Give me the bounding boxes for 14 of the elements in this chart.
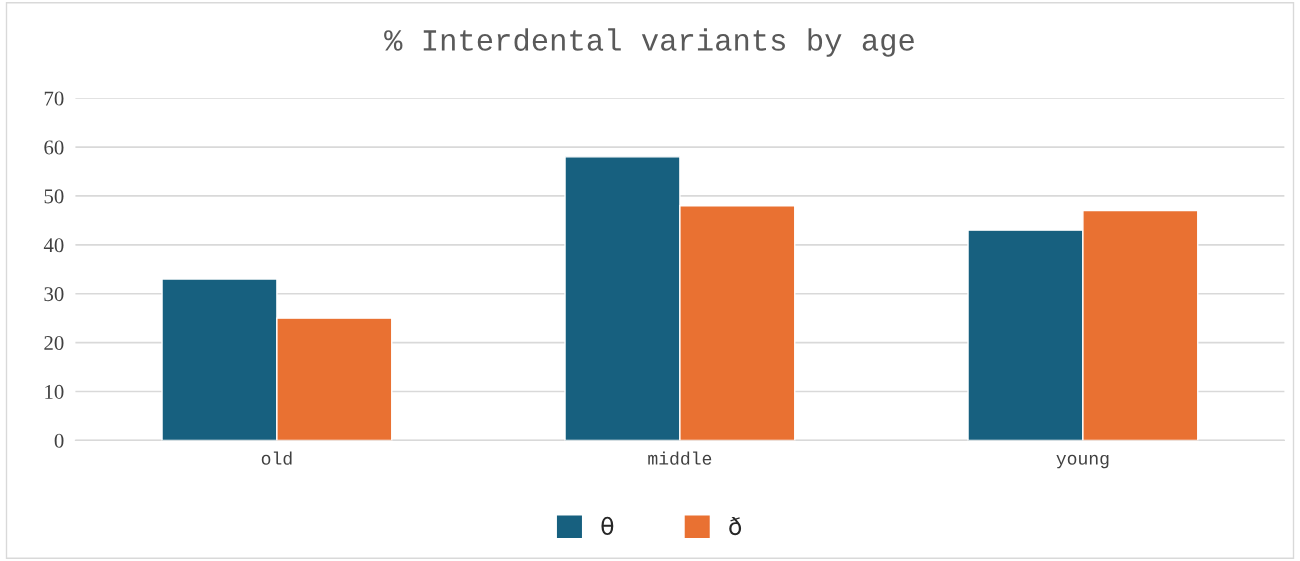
- x-tick-label: young: [1056, 454, 1109, 469]
- x-tick-label: old: [261, 451, 292, 465]
- y-tick-label: 70: [44, 91, 64, 106]
- y-tick-label: 20: [44, 335, 64, 351]
- legend-label: ð: [729, 516, 742, 536]
- y-tick-label: 60: [44, 140, 64, 155]
- y-tick-label: 10: [45, 384, 64, 399]
- y-tick-label: 50: [44, 189, 64, 204]
- x-tick-label: middle: [648, 451, 712, 465]
- legend-label: θ: [601, 516, 614, 536]
- chart-title: % Interdental variants by age: [384, 28, 914, 57]
- y-tick-label: 40: [43, 238, 64, 253]
- y-tick-label: 30: [44, 287, 64, 302]
- y-tick-label: 0: [54, 433, 64, 448]
